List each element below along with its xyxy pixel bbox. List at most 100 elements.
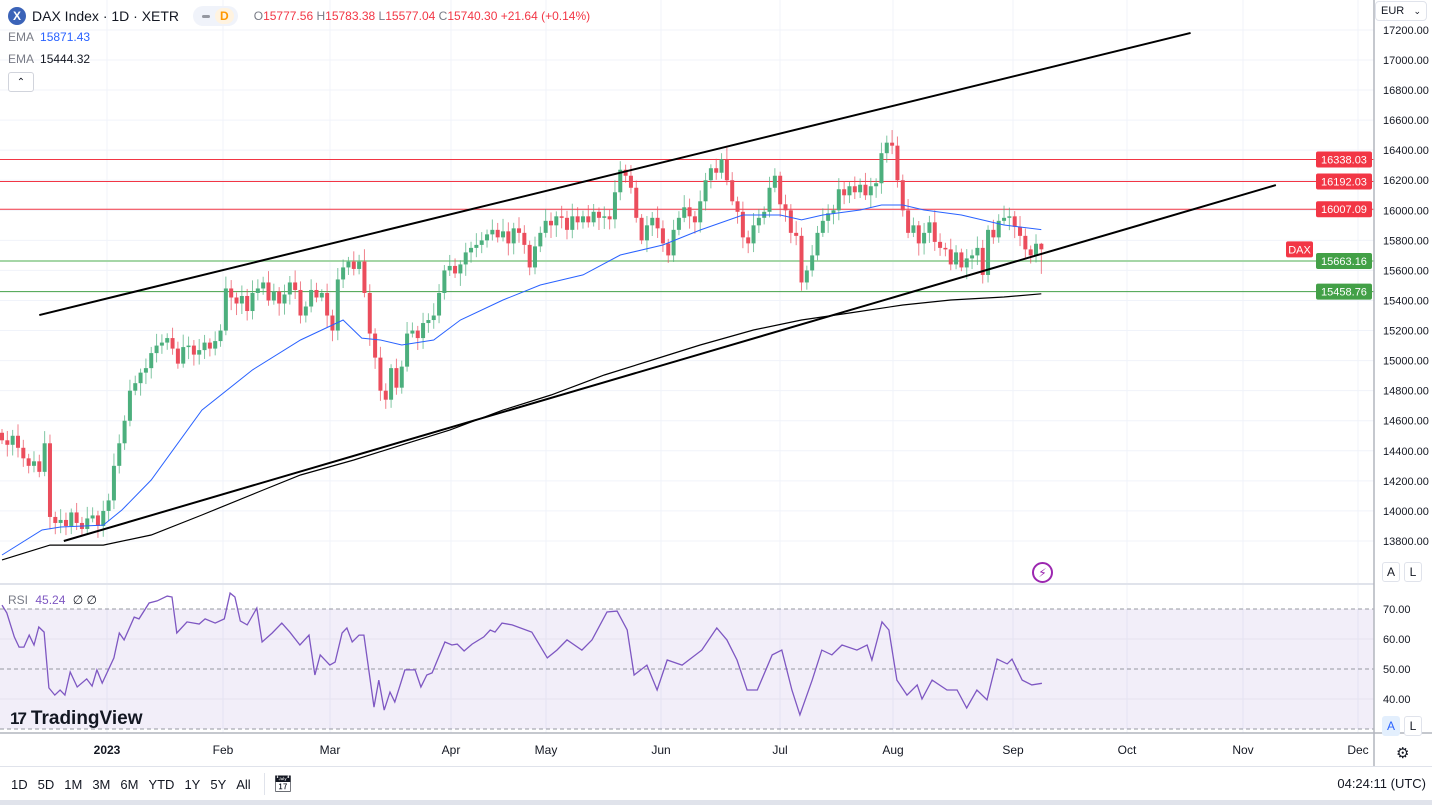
candle-body xyxy=(548,220,553,226)
range-6m[interactable]: 6M xyxy=(120,776,139,792)
candle-body xyxy=(719,159,724,173)
candle-body xyxy=(394,368,399,388)
candle-body xyxy=(117,443,122,466)
candle-body xyxy=(37,461,42,472)
range-all[interactable]: All xyxy=(236,776,251,792)
candle-body xyxy=(490,229,495,235)
market-status-pill[interactable]: D xyxy=(193,6,238,26)
candle-body xyxy=(447,265,452,271)
candle-body xyxy=(266,282,271,301)
candle-body xyxy=(239,295,244,304)
lightning-icon[interactable]: ⚡︎ xyxy=(1032,562,1053,583)
candle-body xyxy=(69,512,74,526)
candle-body xyxy=(95,515,100,526)
candle-body xyxy=(106,500,111,511)
candle-body xyxy=(373,333,378,358)
tradingview-watermark[interactable]: 17 TradingView xyxy=(10,708,143,730)
ema-fast-legend[interactable]: EMA 15871.43 xyxy=(8,30,90,44)
candle-body xyxy=(335,279,340,331)
candle-body xyxy=(815,232,820,256)
time-tick-label: Apr xyxy=(442,743,461,757)
price-tick-label: 15400.00 xyxy=(1383,295,1429,307)
candle-body xyxy=(421,323,426,339)
candle-body xyxy=(959,252,964,268)
tradingview-logo-icon: 17 xyxy=(10,709,27,728)
price-tag-label: 16192.03 xyxy=(1321,176,1367,188)
range-1y[interactable]: 1Y xyxy=(184,776,201,792)
auto-scale-button[interactable]: A xyxy=(1382,562,1400,582)
range-1d[interactable]: 1D xyxy=(11,776,28,792)
range-5d[interactable]: 5D xyxy=(37,776,55,792)
candle-body xyxy=(980,247,985,275)
candle-body xyxy=(826,213,831,221)
candle-body xyxy=(692,216,697,223)
ema-slow-line xyxy=(1,293,1042,561)
high-value: 15783.38 xyxy=(325,9,376,23)
candle-body xyxy=(463,252,468,265)
rsi-log-scale-button[interactable]: L xyxy=(1404,716,1422,736)
candle-body xyxy=(111,465,116,501)
range-5y[interactable]: 5Y xyxy=(210,776,227,792)
candle-body xyxy=(847,186,852,196)
range-1m[interactable]: 1M xyxy=(64,776,83,792)
collapse-legend-button[interactable]: ⌃ xyxy=(8,72,34,92)
rsi-legend[interactable]: RSI 45.24 ∅ ∅ xyxy=(8,593,97,607)
chart-canvas[interactable]: 17200.00 17000.00 16800.00 16600.00 16400.00… xyxy=(0,0,1432,766)
candle-body xyxy=(895,145,900,181)
clock-readout[interactable]: 04:24:11 (UTC) xyxy=(1337,776,1426,791)
open-value: 15777.56 xyxy=(263,9,314,23)
candle-body xyxy=(799,235,804,283)
candle-body xyxy=(261,282,266,289)
candle-body xyxy=(149,353,154,369)
candle-body xyxy=(671,229,676,256)
candle-body xyxy=(501,231,506,238)
candle-body xyxy=(357,261,362,269)
time-tick-label: Dec xyxy=(1347,743,1368,757)
time-tick-label: Nov xyxy=(1232,743,1253,757)
settings-icon[interactable]: ⚙ xyxy=(1396,745,1410,762)
price-tick-label: 14200.00 xyxy=(1383,476,1429,488)
candle-body xyxy=(143,368,148,373)
close-label: C xyxy=(438,9,448,23)
candle-body xyxy=(804,270,809,283)
candle-body xyxy=(794,232,799,236)
symbol-title[interactable]: DAX Index · 1D · XETR xyxy=(32,8,180,24)
candle-body xyxy=(303,306,308,316)
candle-body xyxy=(575,216,580,223)
candle-body xyxy=(133,383,138,391)
candle-body xyxy=(938,241,943,248)
ema-slow-legend[interactable]: EMA 15444.32 xyxy=(8,52,90,66)
candle-body xyxy=(85,518,90,529)
candle-body xyxy=(911,225,916,233)
log-scale-button[interactable]: L xyxy=(1404,562,1422,582)
rsi-auto-scale-button[interactable]: A xyxy=(1382,716,1400,736)
candle-body xyxy=(255,288,260,293)
candle-body xyxy=(175,348,180,364)
go-to-date-calendar-icon[interactable]: 📅︎ xyxy=(272,776,294,793)
candle-body xyxy=(948,249,953,265)
range-buttons: 1D 5D 1M 3M 6M YTD 1Y 5Y All xyxy=(6,777,256,792)
candle-body xyxy=(191,345,196,355)
candle-body xyxy=(437,292,442,316)
price-tag-label: 16007.09 xyxy=(1321,204,1367,216)
symbol-tag-label: DAX xyxy=(1288,244,1311,256)
candle-body xyxy=(469,247,474,253)
price-tick-label: 15000.00 xyxy=(1383,356,1429,368)
candle-body xyxy=(666,243,671,256)
range-3m[interactable]: 3M xyxy=(92,776,111,792)
low-value: 15577.04 xyxy=(385,9,436,23)
range-ytd[interactable]: YTD xyxy=(148,776,175,792)
candle-body xyxy=(90,515,95,519)
candle-body xyxy=(698,201,703,223)
candle-body xyxy=(458,264,463,274)
candle-body xyxy=(202,342,207,351)
time-tick-label: Aug xyxy=(882,743,903,757)
currency-select[interactable]: EUR ⌄ xyxy=(1375,1,1427,21)
candle-body xyxy=(746,237,751,244)
price-tick-label: 15800.00 xyxy=(1383,235,1429,247)
candle-body xyxy=(543,220,548,233)
price-tick-label: 16800.00 xyxy=(1383,85,1429,97)
rsi-label: RSI xyxy=(8,593,29,607)
candle-body xyxy=(474,244,479,248)
candle-body xyxy=(351,261,356,269)
